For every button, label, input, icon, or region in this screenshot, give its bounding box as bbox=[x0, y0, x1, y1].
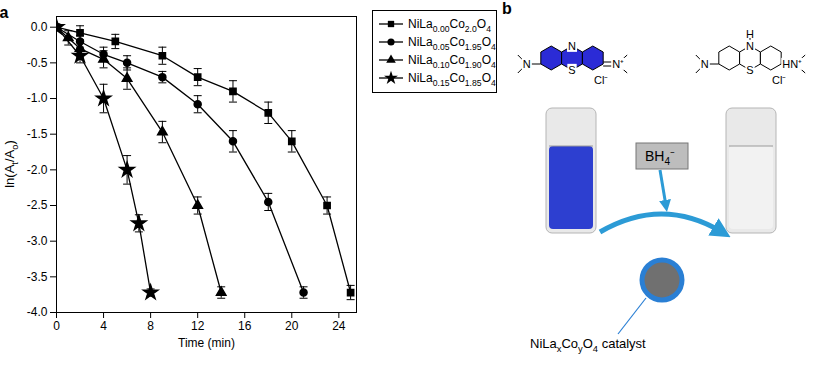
svg-text:N: N bbox=[568, 40, 576, 52]
svg-text:-4.0: -4.0 bbox=[27, 305, 48, 319]
svg-text:S: S bbox=[568, 64, 575, 76]
svg-text:-3.0: -3.0 bbox=[27, 234, 48, 248]
svg-text:12: 12 bbox=[191, 319, 205, 333]
svg-text:Cl⁻: Cl⁻ bbox=[772, 74, 786, 86]
svg-text:N⁺: N⁺ bbox=[612, 58, 624, 70]
svg-text:b: b bbox=[502, 0, 512, 17]
svg-text:0: 0 bbox=[53, 319, 60, 333]
svg-text:NiLa0.10Co1.90O4: NiLa0.10Co1.90O4 bbox=[408, 53, 496, 70]
svg-text:-1.5: -1.5 bbox=[27, 127, 48, 141]
svg-text:NiLa0.15Co1.85O4: NiLa0.15Co1.85O4 bbox=[408, 71, 496, 88]
svg-text:N: N bbox=[523, 58, 531, 70]
svg-text:BH4⁻: BH4⁻ bbox=[645, 148, 675, 167]
svg-text:a: a bbox=[0, 4, 9, 21]
svg-text:-2.0: -2.0 bbox=[27, 163, 48, 177]
svg-text:S: S bbox=[746, 64, 753, 76]
svg-text:ln(At/Ao): ln(At/Ao) bbox=[2, 140, 20, 188]
svg-text:H: H bbox=[746, 28, 754, 40]
svg-text:Time (min): Time (min) bbox=[178, 336, 235, 350]
svg-text:0.0: 0.0 bbox=[31, 20, 48, 34]
svg-text:NiLa0.05Co1.95O4: NiLa0.05Co1.95O4 bbox=[408, 35, 496, 52]
svg-text:-1.0: -1.0 bbox=[27, 91, 48, 105]
svg-text:N: N bbox=[701, 58, 709, 70]
svg-text:4: 4 bbox=[100, 319, 107, 333]
svg-text:8: 8 bbox=[147, 319, 154, 333]
svg-text:Cl⁻: Cl⁻ bbox=[594, 74, 608, 86]
svg-text:NiLaxCoyO4 catalyst: NiLaxCoyO4 catalyst bbox=[530, 336, 646, 354]
svg-text:24: 24 bbox=[332, 319, 346, 333]
svg-text:20: 20 bbox=[285, 319, 299, 333]
svg-text:-2.5: -2.5 bbox=[27, 198, 48, 212]
svg-text:-0.5: -0.5 bbox=[27, 56, 48, 70]
svg-text:-3.5: -3.5 bbox=[27, 270, 48, 284]
svg-text:16: 16 bbox=[238, 319, 252, 333]
svg-text:N: N bbox=[746, 40, 754, 52]
svg-text:HN⁺: HN⁺ bbox=[782, 58, 802, 70]
svg-text:NiLa0.00Co2.0O4: NiLa0.00Co2.0O4 bbox=[408, 17, 491, 34]
